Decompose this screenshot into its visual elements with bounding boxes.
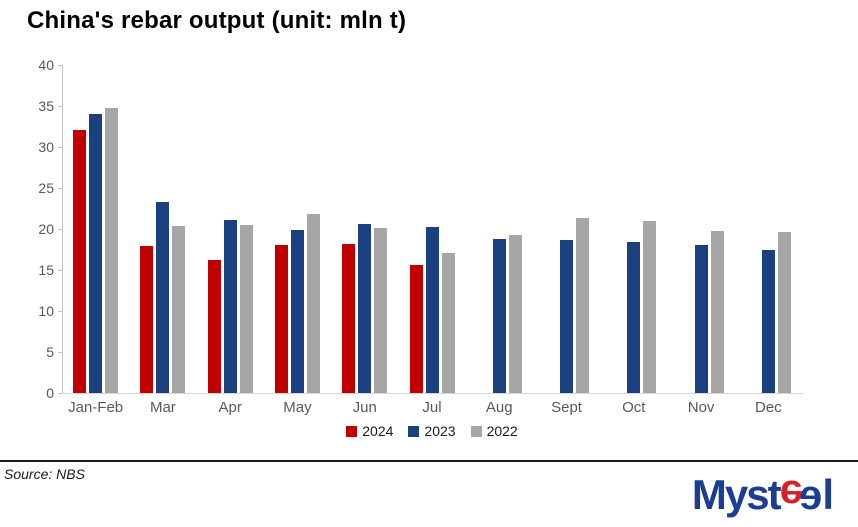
- y-axis-tick-mark: [58, 270, 62, 271]
- chart-legend: 2024 2023 2022: [62, 423, 802, 439]
- y-axis-tick-label: 0: [46, 385, 54, 401]
- x-axis-tick-label: Dec: [755, 399, 782, 416]
- bar-2023-mar: [156, 201, 170, 393]
- bar-2022-jun: [374, 228, 388, 393]
- legend-swatch-2024: [346, 425, 358, 437]
- bar-2022-apr: [239, 224, 253, 393]
- x-axis-tick-label: Apr: [218, 399, 242, 416]
- legend-item-2022: 2022: [470, 423, 518, 439]
- x-axis-tick-label: Nov: [687, 399, 715, 416]
- y-axis-tick-mark: [58, 311, 62, 312]
- x-axis-tick-label: Jul: [422, 399, 442, 416]
- bar-2024-jun: [342, 243, 356, 393]
- legend-swatch-2023: [408, 425, 420, 437]
- y-axis-tick-mark: [58, 229, 62, 230]
- bar-2023-aug: [492, 238, 506, 393]
- y-axis-tick-label: 15: [38, 262, 54, 278]
- bar-2022-dec: [777, 232, 791, 393]
- y-axis-tick-label: 35: [38, 98, 54, 114]
- bar-2024-may: [274, 245, 288, 393]
- y-axis-tick-label: 5: [46, 344, 54, 360]
- x-axis-tick-label: May: [283, 399, 312, 416]
- bar-2024-apr: [207, 260, 221, 393]
- x-axis-tick-label: Oct: [622, 399, 646, 416]
- x-axis-tick-label: Sept: [551, 399, 582, 416]
- logo-e-blue: e: [800, 471, 823, 518]
- y-axis-tick-label: 10: [38, 303, 54, 319]
- bar-2023-jun: [358, 224, 372, 393]
- logo-part2: l: [822, 471, 834, 518]
- bar-2024-mar: [140, 246, 154, 393]
- y-axis-tick-mark: [58, 393, 62, 394]
- x-axis-tick-label: Mar: [149, 399, 176, 416]
- logo-part1: Myst: [691, 471, 782, 518]
- y-axis-tick-mark: [58, 106, 62, 107]
- x-axis-tick-label: Jan-Feb: [68, 399, 124, 416]
- logo-e-red: e: [779, 472, 801, 519]
- y-axis-tick-mark: [58, 188, 62, 189]
- bar-2023-nov: [694, 245, 708, 393]
- y-axis-tick-label: 30: [38, 139, 54, 155]
- bar-2022-aug: [508, 234, 522, 393]
- x-axis-tick-label: Jun: [352, 399, 377, 416]
- legend-item-2023: 2023: [408, 423, 456, 439]
- y-axis-tick-label: 25: [38, 180, 54, 196]
- footer-divider: [0, 460, 858, 462]
- bar-2022-jul: [441, 252, 455, 393]
- bar-2023-sept: [560, 240, 574, 393]
- bar-2022-jan-feb: [105, 107, 119, 393]
- plot-area: [62, 65, 802, 393]
- bar-2022-mar: [172, 225, 186, 393]
- logo-mysteel: Mysteel: [691, 471, 834, 519]
- source-text: Source: NBS: [4, 466, 85, 482]
- bar-2024-jul: [409, 265, 423, 393]
- bar-2023-jul: [425, 226, 439, 393]
- bar-2023-dec: [761, 249, 775, 393]
- legend-label-2023: 2023: [424, 423, 456, 439]
- y-axis-line: [62, 65, 63, 393]
- chart-title: China's rebar output (unit: mln t): [27, 7, 407, 34]
- bar-2022-may: [306, 214, 320, 393]
- bar-2023-jan-feb: [89, 114, 103, 393]
- y-axis-tick-mark: [58, 352, 62, 353]
- x-axis-tick-label: Aug: [485, 399, 513, 416]
- bar-2022-nov: [710, 230, 724, 393]
- x-axis-line: [62, 393, 803, 394]
- bar-2022-oct: [643, 220, 657, 393]
- legend-swatch-2022: [470, 425, 482, 437]
- legend-label-2024: 2024: [362, 423, 394, 439]
- y-axis-tick-label: 40: [38, 57, 54, 73]
- bar-2022-sept: [576, 217, 590, 393]
- bar-2023-may: [290, 229, 304, 393]
- y-axis-tick-label: 20: [38, 221, 54, 237]
- bar-2024-jan-feb: [73, 129, 87, 393]
- y-axis-tick-mark: [58, 147, 62, 148]
- legend-label-2022: 2022: [486, 423, 518, 439]
- y-axis-tick-mark: [58, 65, 62, 66]
- bar-2023-apr: [223, 219, 237, 393]
- legend-item-2024: 2024: [346, 423, 393, 439]
- bar-2023-oct: [627, 242, 641, 393]
